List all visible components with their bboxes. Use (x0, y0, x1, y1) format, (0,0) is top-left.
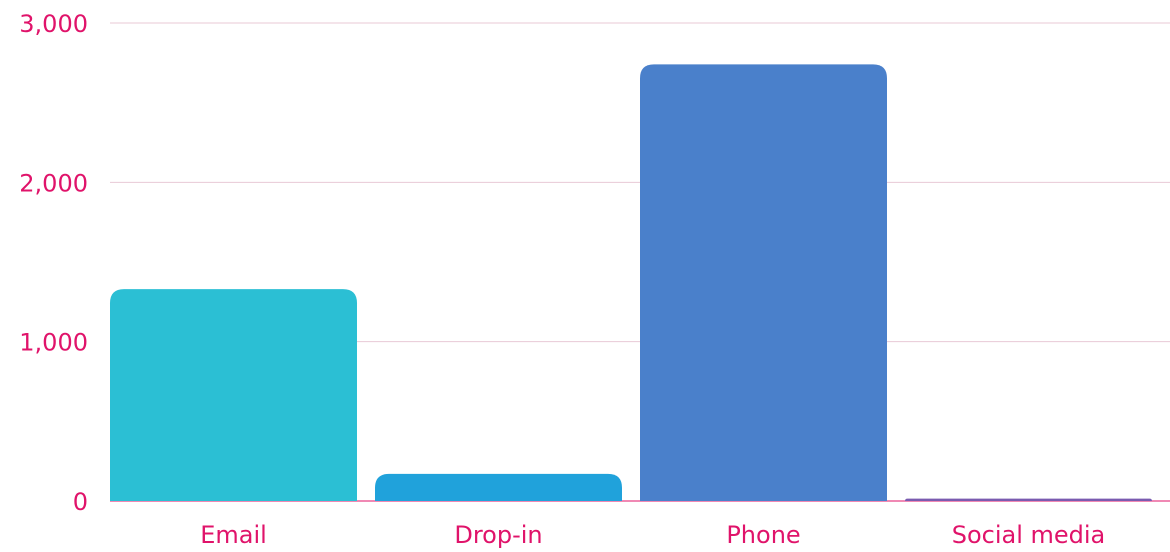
x-category-label: Phone (726, 521, 800, 549)
x-category-label: Email (200, 521, 267, 549)
y-tick-label: 0 (73, 488, 88, 516)
y-tick-label: 3,000 (19, 10, 88, 38)
x-category-label: Drop-in (454, 521, 542, 549)
y-axis-tick-labels: 0 1,000 2,000 3,000 (19, 10, 88, 516)
bar-drop-in (375, 473, 622, 501)
bar-phone (640, 64, 887, 501)
bar-email (110, 289, 357, 501)
bars (110, 64, 1152, 501)
y-tick-label: 1,000 (19, 329, 88, 357)
x-axis-category-labels: Email Drop-in Phone Social media (200, 521, 1105, 549)
bar-social-media (905, 498, 1152, 501)
x-category-label: Social media (952, 521, 1106, 549)
y-tick-label: 2,000 (19, 169, 88, 197)
